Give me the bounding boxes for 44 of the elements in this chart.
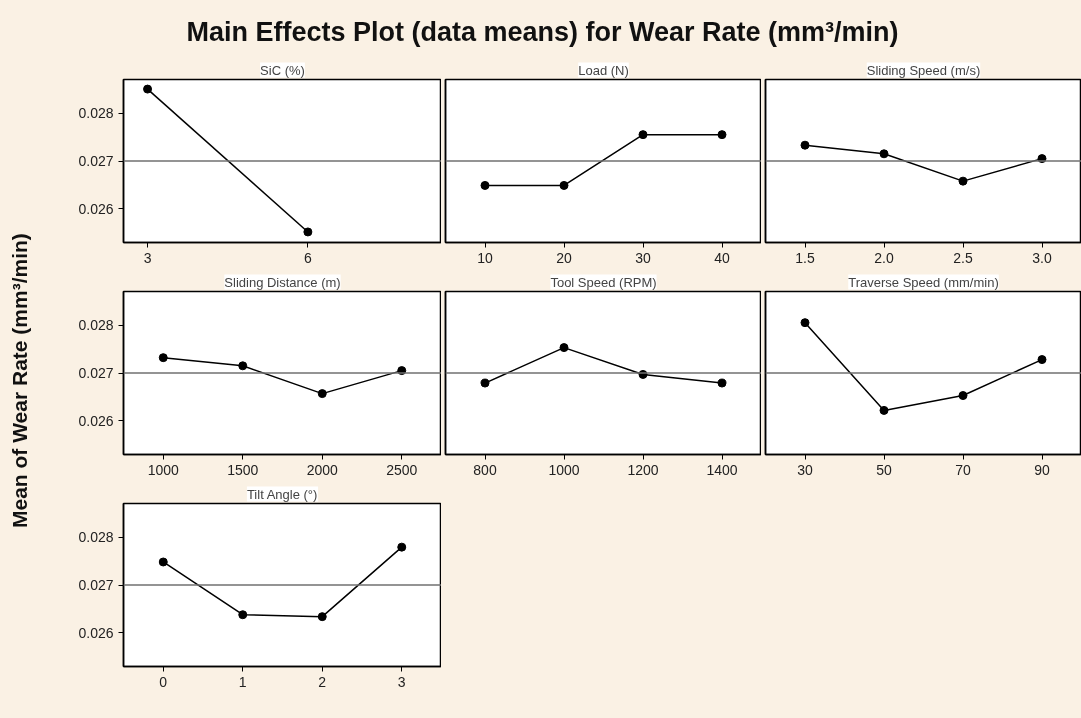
x-tick-label: 0: [159, 673, 168, 690]
x-tick-label: 50: [876, 461, 892, 478]
x-tick-label: 800: [473, 461, 497, 478]
x-tick-label: 1000: [147, 461, 180, 478]
x-tick-label: 1400: [706, 461, 738, 478]
x-tick-label: 20: [556, 249, 572, 266]
x-tick-label: 1500: [227, 461, 259, 478]
x-tick-label: 3: [143, 249, 152, 266]
x-tick-label: 2: [318, 673, 327, 690]
x-axis-title: Tool Speed (RPM): [550, 274, 657, 290]
x-tick-label: 30: [797, 461, 813, 478]
y-tick-label: 0.028: [78, 105, 114, 122]
x-axis-title: SiC (%): [260, 62, 305, 78]
x-tick-label: 1000: [548, 461, 580, 478]
x-tick-label: 70: [955, 461, 971, 478]
x-axis-title: Load (N): [578, 62, 629, 78]
x-tick-label: 3: [397, 673, 406, 690]
x-tick-label: 90: [1034, 461, 1050, 478]
x-tick-label: 2500: [386, 461, 418, 478]
x-tick-label: 1.5: [795, 249, 815, 266]
x-tick-label: 40: [714, 249, 730, 266]
x-tick-label: 1200: [627, 461, 659, 478]
y-tick-label: 0.028: [78, 317, 114, 334]
x-tick-label: 2000: [306, 461, 339, 478]
x-axis-title: Sliding Distance (m): [224, 274, 341, 290]
x-tick-label: 2.5: [953, 249, 973, 266]
x-axis-title: Tilt Angle (°): [246, 486, 318, 502]
y-tick-label: 0.027: [78, 577, 114, 593]
y-tick-label: 0.026: [78, 200, 114, 217]
y-tick-label: 0.026: [78, 412, 114, 429]
y-tick-label: 0.027: [78, 365, 114, 381]
x-tick-label: 2.0: [874, 249, 894, 266]
y-axis-title: Mean of Wear Rate (mm³/min): [7, 233, 32, 529]
x-tick-label: 10: [477, 249, 493, 266]
x-tick-label: 1: [238, 673, 247, 690]
y-tick-label: 0.028: [78, 529, 114, 546]
text: Main Effects Plot (data means) for Wear Rate (mm³/min): [186, 16, 899, 49]
x-axis-title: Sliding Speed (m/s): [866, 62, 981, 78]
x-tick-label: 30: [635, 249, 651, 266]
x-axis-title: Traverse Speed (mm/min): [848, 274, 999, 290]
x-tick-label: 3.0: [1032, 249, 1052, 266]
y-tick-label: 0.026: [78, 624, 114, 641]
x-tick-label: 6: [303, 249, 312, 266]
y-tick-label: 0.027: [78, 153, 114, 169]
